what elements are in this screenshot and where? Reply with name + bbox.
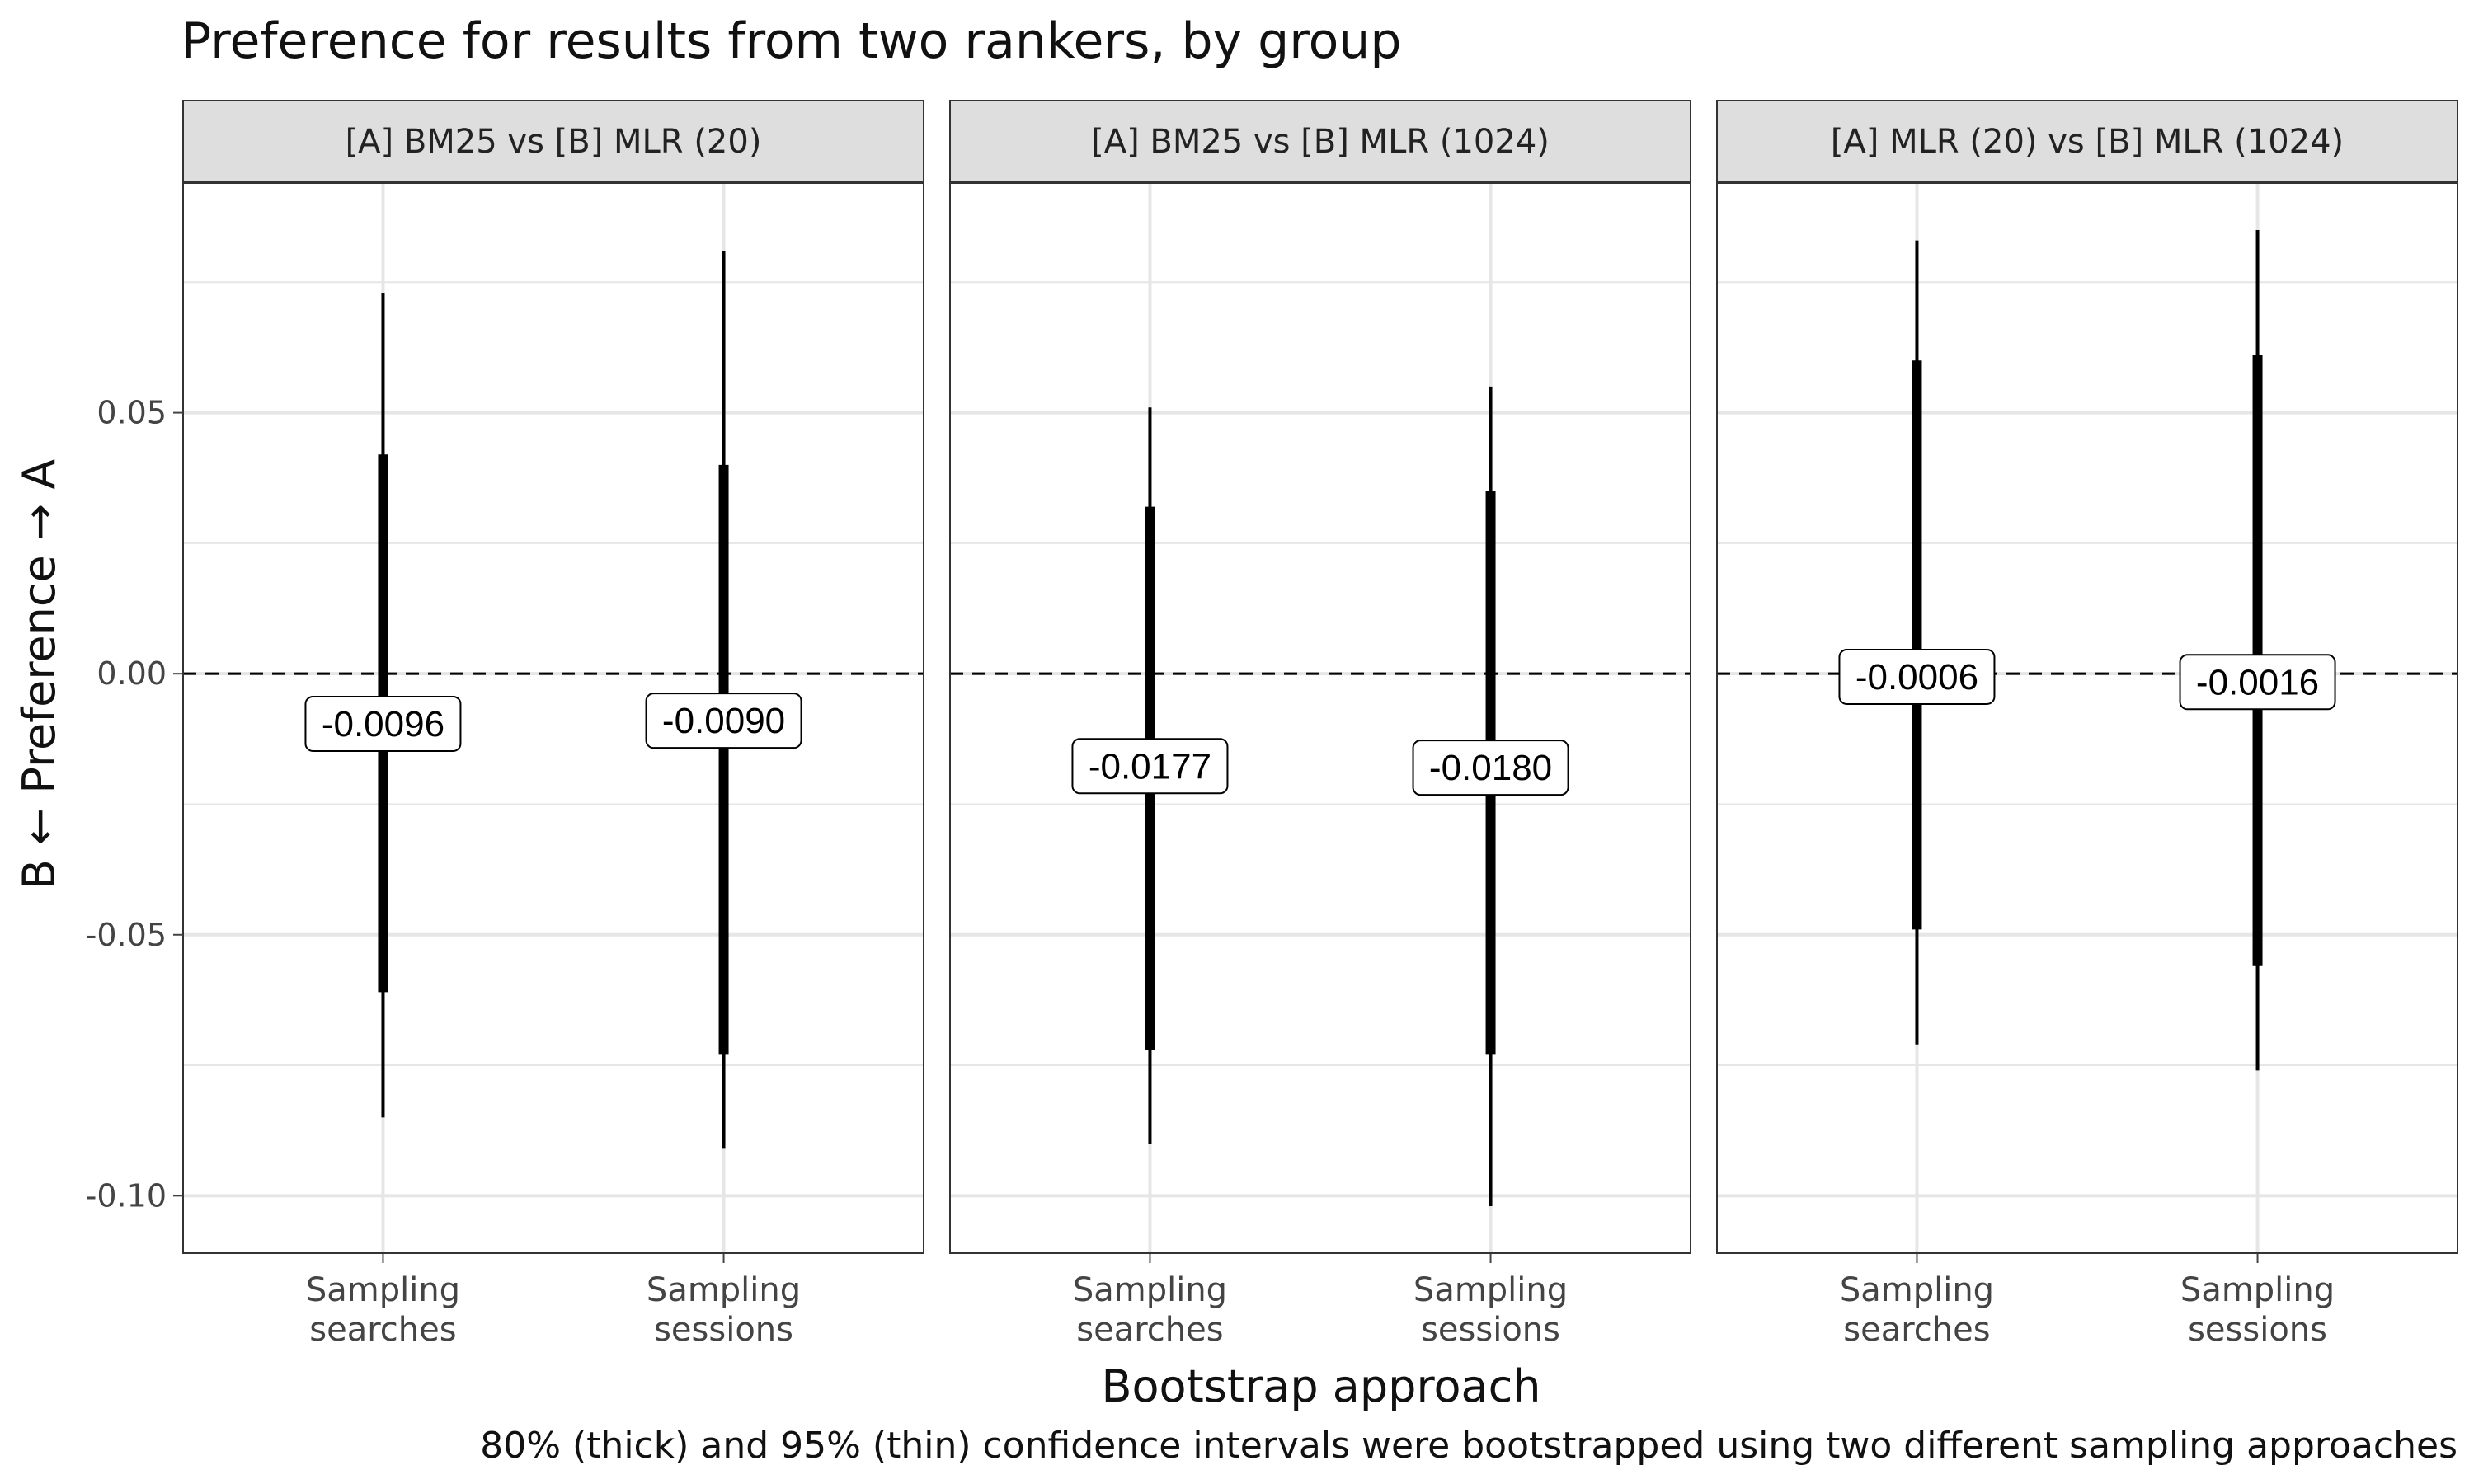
x-tick-label: Sampling [1840,1271,1994,1309]
estimate-label-box [645,693,802,749]
panel-border [1716,182,2458,1254]
chart-caption: 80% (thick) and 95% (thin) confidence in… [480,1425,2458,1467]
facet-strip-label: [A] MLR (20) vs [B] MLR (1024) [1831,123,2344,161]
facet-strip-label: [A] BM25 vs [B] MLR (20) [346,123,762,161]
facet-panel: [A] MLR (20) vs [B] MLR (1024) -0.0006 Sam… [1716,100,2458,1349]
estimate-label: -0.0096 [322,704,444,744]
estimate-label: -0.0016 [2196,662,2319,702]
facet-strip [182,100,924,182]
facet-panel: [A] BM25 vs [B] MLR (1024) -0.0177 Samplin… [949,100,1691,1349]
y-tick-label: -0.10 [86,1177,167,1214]
x-tick-label: Sampling [1073,1271,1227,1309]
facet-strip-label: [A] BM25 vs [B] MLR (1024) [1091,123,1550,161]
x-tick-label: searches [309,1311,456,1349]
x-tick-label: sessions [654,1311,793,1349]
x-tick-label: sessions [2188,1311,2327,1349]
panel-background [183,183,924,1253]
panel-background [1717,183,2458,1253]
x-tick-label: searches [1076,1311,1223,1349]
x-tick-label: Sampling [1413,1271,1568,1309]
y-axis-title: B ← Preference → A [13,459,65,890]
estimate-label-box [2179,654,2336,711]
x-tick-label: sessions [1421,1311,1560,1349]
estimate-label-box [304,695,462,752]
x-axis-title: Bootstrap approach [1101,1360,1540,1412]
estimate-label: -0.0180 [1429,748,1552,788]
estimate-label: -0.0006 [1856,657,1978,697]
y-axis: 0.05 0.00 -0.05 -0.10 [86,395,183,1214]
panel-border [949,182,1691,1254]
estimate-label-box [1071,738,1229,795]
estimate-label: -0.0177 [1089,746,1211,787]
facet-strip [949,100,1691,182]
estimate-label-box [1838,648,1996,705]
estimate-label: -0.0090 [662,701,785,741]
y-tick-label: 0.00 [96,655,167,692]
panel-background [950,183,1691,1253]
chart-title: Preference for results from two rankers,… [181,12,1401,70]
facet-panel: [A] BM25 vs [B] MLR (20)-0.0096Samplings… [182,100,924,1349]
x-tick-label: Sampling [306,1271,460,1309]
facet-strip [1716,100,2458,182]
x-tick-label: searches [1843,1311,1990,1349]
y-tick-label: -0.05 [86,917,167,953]
panel-border [182,182,924,1254]
x-tick-label: Sampling [647,1271,801,1309]
facet-panels: [A] BM25 vs [B] MLR (20)-0.0096Samplings… [182,100,2458,1349]
y-tick-label: 0.05 [96,395,167,431]
estimate-label-box [1412,740,1569,796]
x-tick-label: Sampling [2180,1271,2335,1309]
